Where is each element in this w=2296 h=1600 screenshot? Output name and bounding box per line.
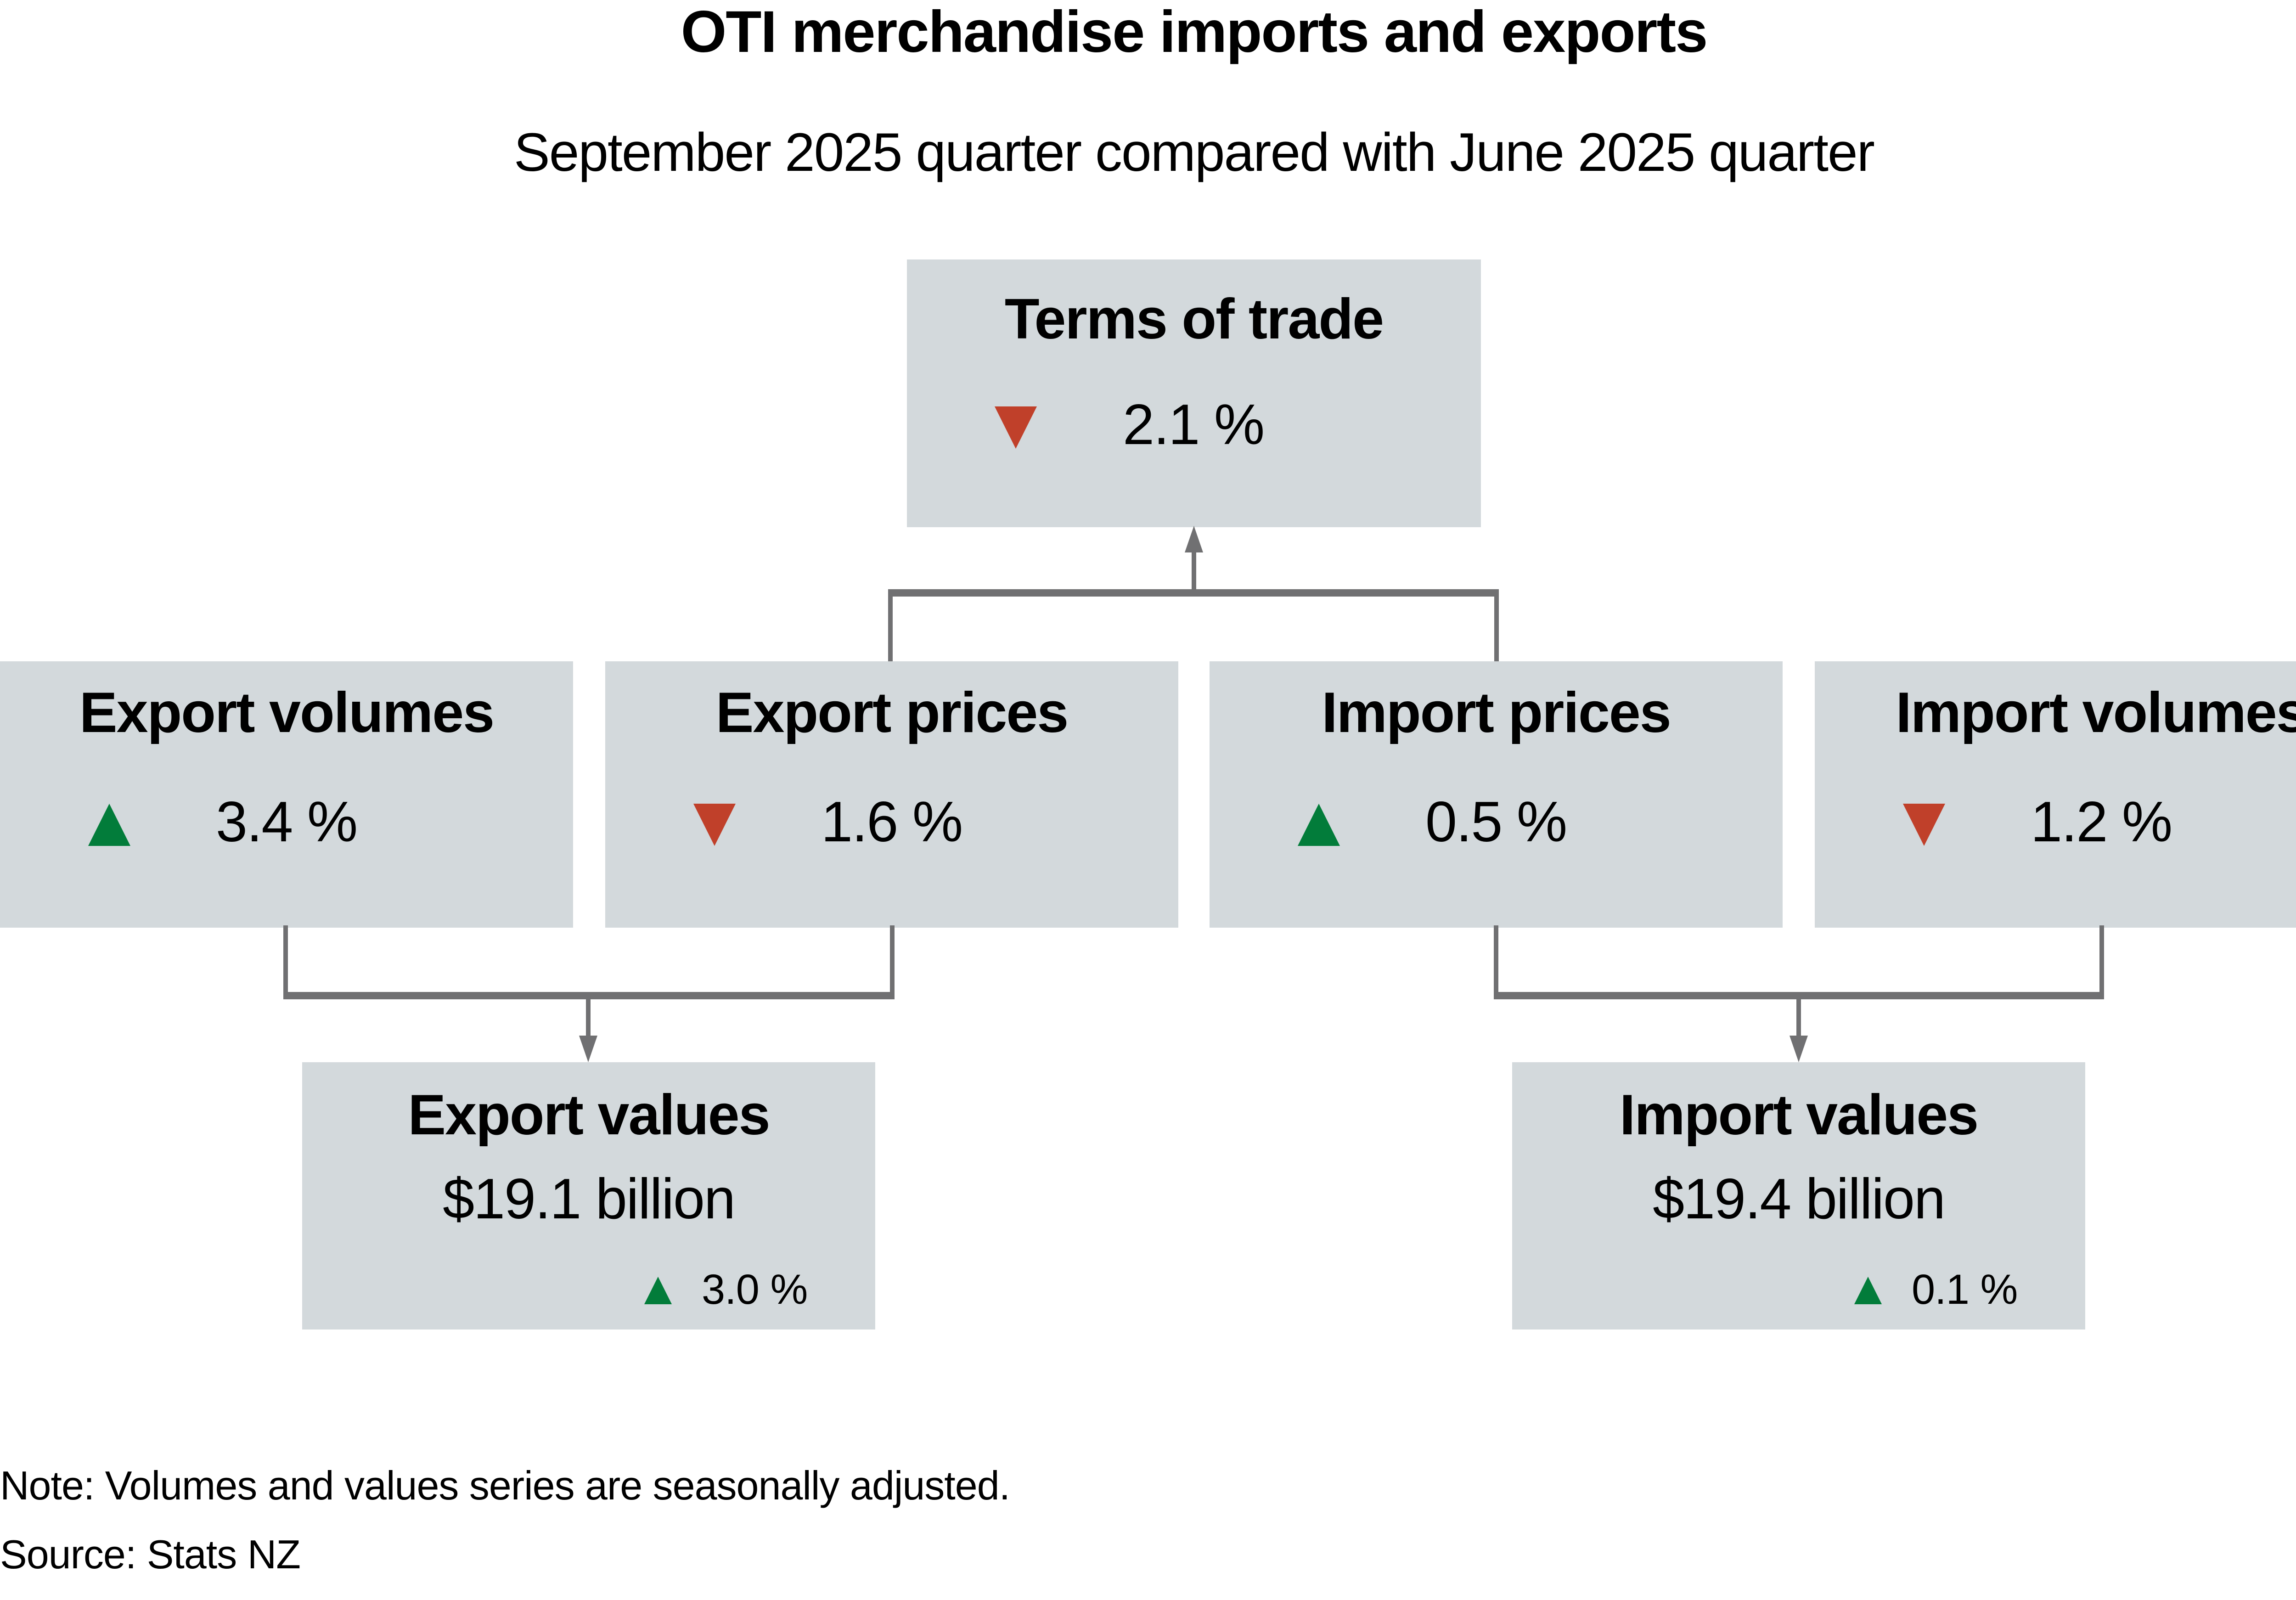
import-volumes-label: Import volumes (1896, 681, 2296, 744)
export-volumes-label: Export volumes (79, 681, 495, 744)
connector-line (1192, 551, 1196, 592)
triangle-down-icon (995, 406, 1037, 449)
connector-line (1796, 997, 1801, 1038)
terms-of-trade-value: 2.1 % (1123, 393, 1265, 456)
export-values-box: Export values $19.1 billion 3.0 % (302, 1062, 875, 1330)
connector-line (888, 589, 1499, 597)
triangle-down-icon (1903, 804, 1945, 846)
terms-of-trade-change: 2.1 % (907, 393, 1481, 457)
connector-line (283, 992, 895, 999)
arrow-down-icon (1790, 1036, 1808, 1062)
import-prices-label: Import prices (1322, 681, 1671, 744)
footnote: Note: Volumes and values series are seas… (0, 1463, 1010, 1508)
export-prices-box: Export prices 1.6 % (605, 661, 1178, 928)
triangle-up-icon (1854, 1277, 1882, 1304)
import-prices-box: Import prices 0.5 % (1210, 661, 1783, 928)
export-values-label: Export values (408, 1083, 770, 1147)
export-prices-value: 1.6 % (821, 790, 963, 854)
connector-line (1494, 589, 1499, 661)
import-prices-change: 0.5 % (1210, 790, 1783, 854)
export-volumes-change: 3.4 % (0, 790, 573, 854)
terms-of-trade-box: Terms of trade 2.1 % (907, 259, 1481, 527)
triangle-up-icon (644, 1277, 672, 1304)
triangle-up-icon (88, 804, 130, 846)
triangle-up-icon (1298, 804, 1340, 846)
import-volumes-value: 1.2 % (2031, 790, 2172, 854)
source-note: Source: Stats NZ (0, 1532, 301, 1577)
import-values-change-value: 0.1 % (1912, 1266, 2018, 1313)
connector-line (1494, 925, 1498, 999)
terms-of-trade-label: Terms of trade (1004, 287, 1384, 351)
chart-title: OTI merchandise imports and exports (681, 0, 1708, 65)
export-values-amount: $19.1 billion (443, 1167, 736, 1231)
export-values-change-value: 3.0 % (702, 1266, 808, 1313)
arrow-up-icon (1185, 526, 1203, 552)
chart-subtitle: September 2025 quarter compared with Jun… (514, 122, 1875, 183)
import-values-label: Import values (1619, 1083, 1979, 1147)
export-volumes-box: Export volumes 3.4 % (0, 661, 573, 928)
import-volumes-change: 1.2 % (1815, 790, 2296, 854)
import-values-box: Import values $19.4 billion 0.1 % (1512, 1062, 2085, 1330)
export-volumes-value: 3.4 % (216, 790, 358, 854)
import-prices-value: 0.5 % (1425, 790, 1567, 854)
connector-line (2099, 925, 2104, 999)
connector-line (888, 589, 893, 661)
export-prices-label: Export prices (715, 681, 1069, 744)
connector-line (283, 925, 288, 999)
connector-line (1494, 992, 2104, 999)
arrow-down-icon (579, 1036, 597, 1062)
triangle-down-icon (693, 804, 736, 846)
connector-line (890, 925, 895, 999)
import-volumes-box: Import volumes 1.2 % (1815, 661, 2296, 928)
connector-line (586, 997, 591, 1038)
export-prices-change: 1.6 % (605, 790, 1178, 854)
import-values-amount: $19.4 billion (1653, 1167, 1946, 1231)
